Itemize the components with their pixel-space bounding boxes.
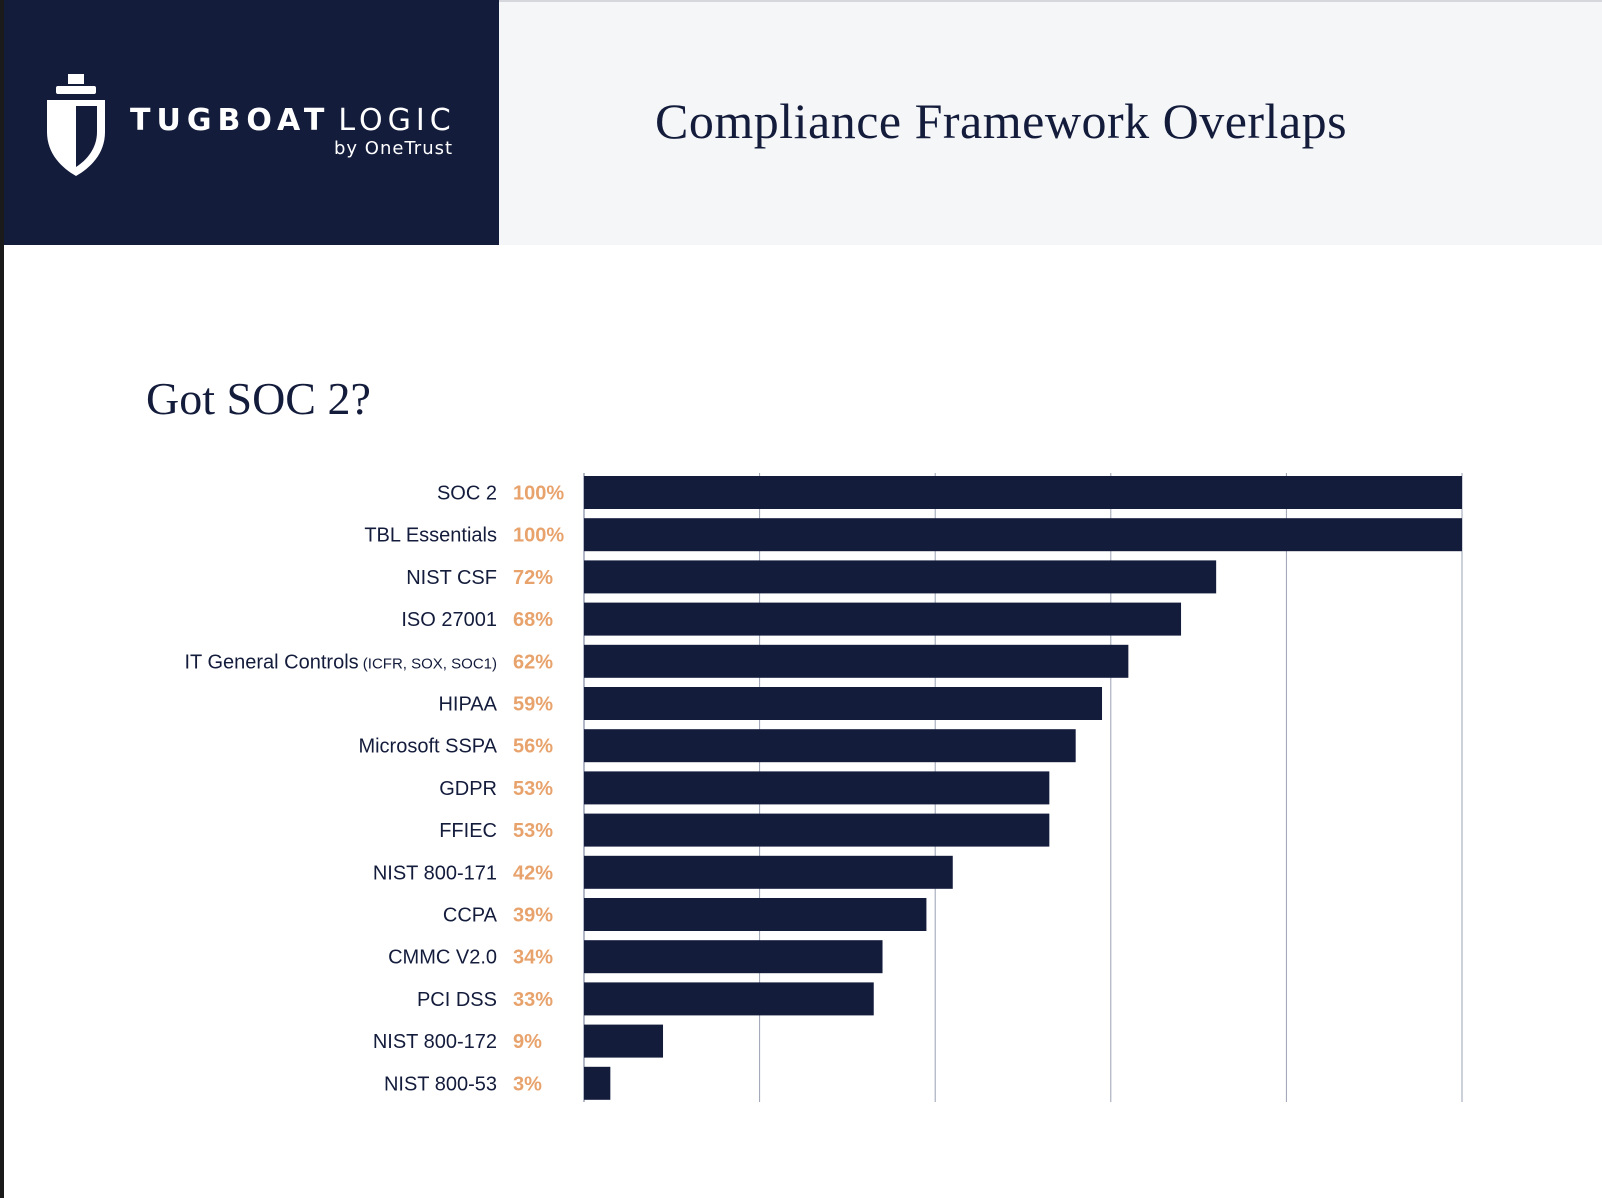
value-label: 59% <box>513 694 553 716</box>
category-label-name: NIST 800-171 <box>373 862 497 884</box>
page-title: Compliance Framework Overlaps <box>655 93 1348 149</box>
chart-bar <box>584 518 1462 552</box>
window-edge <box>0 0 4 1198</box>
value-label: 56% <box>513 736 553 758</box>
category-label-name: NIST CSF <box>406 567 497 589</box>
value-label: 39% <box>513 905 553 927</box>
value-label: 68% <box>513 609 553 631</box>
value-label: 53% <box>513 820 553 842</box>
chart-title: Got SOC 2? <box>146 373 371 424</box>
category-label: CCPA <box>443 905 498 927</box>
brand-primary: TUGBOAT <box>130 103 331 138</box>
chart-bar <box>584 1066 611 1100</box>
category-label: TBL Essentials <box>364 525 497 547</box>
category-label: NIST 800-172 <box>373 1031 497 1053</box>
category-label: NIST CSF <box>406 567 497 589</box>
chart-bar <box>584 560 1217 594</box>
category-label-name: PCI DSS <box>417 989 497 1011</box>
chart-bar <box>584 813 1050 847</box>
value-label: 100% <box>513 483 564 505</box>
category-label: NIST 800-171 <box>373 862 497 884</box>
category-label-name: FFIEC <box>439 820 497 842</box>
category-label-name: Microsoft SSPA <box>358 736 497 758</box>
category-label: HIPAA <box>438 694 497 716</box>
category-label-name: NIST 800-172 <box>373 1031 497 1053</box>
category-label: GDPR <box>439 778 497 800</box>
brand-name: TUGBOAT LOGIC <box>130 103 456 138</box>
value-label: 3% <box>513 1073 542 1095</box>
chart-bar <box>584 855 953 889</box>
chart-bar <box>584 476 1462 509</box>
category-label: NIST 800-53 <box>384 1073 497 1095</box>
tugboat-shield-icon <box>47 74 105 176</box>
category-label-name: GDPR <box>439 778 497 800</box>
brand-tagline: by OneTrust <box>334 138 454 159</box>
chart-bar <box>584 644 1129 678</box>
category-label: IT General Controls (ICFR, SOX, SOC1) <box>184 651 497 673</box>
category-label-name: TBL Essentials <box>364 525 497 547</box>
category-label-name: SOC 2 <box>437 483 497 505</box>
value-label: 100% <box>513 525 564 547</box>
category-label-name: NIST 800-53 <box>384 1073 497 1095</box>
chart-bar <box>584 729 1076 763</box>
chart-bar <box>584 1024 664 1058</box>
value-label: 9% <box>513 1031 542 1053</box>
chart-bar <box>584 687 1103 720</box>
category-label: CMMC V2.0 <box>388 947 497 969</box>
category-label: ISO 27001 <box>401 609 497 631</box>
chart-bar <box>584 771 1050 805</box>
category-label: Microsoft SSPA <box>358 736 497 758</box>
value-label: 42% <box>513 862 553 884</box>
value-label: 34% <box>513 947 553 969</box>
value-label: 62% <box>513 651 553 673</box>
category-label-name: HIPAA <box>438 694 497 716</box>
category-label-name: CCPA <box>443 905 498 927</box>
chart-bar <box>584 602 1182 636</box>
category-label-name: CMMC V2.0 <box>388 947 497 969</box>
chart-bar <box>584 940 883 974</box>
chart-bar <box>584 982 874 1016</box>
value-label: 53% <box>513 778 553 800</box>
category-label: PCI DSS <box>417 989 497 1011</box>
logo-panel: TUGBOAT LOGIC by OneTrust <box>4 0 499 245</box>
category-label: FFIEC <box>439 820 497 842</box>
category-label-name: ISO 27001 <box>401 609 497 631</box>
brand-secondary: LOGIC <box>338 103 456 138</box>
value-label: 72% <box>513 567 553 589</box>
value-label: 33% <box>513 989 553 1011</box>
category-label-name: IT General Controls <box>184 651 358 673</box>
chart-bar <box>584 898 927 931</box>
category-label: SOC 2 <box>437 483 497 505</box>
category-label-note: (ICFR, SOX, SOC1) <box>359 655 497 672</box>
